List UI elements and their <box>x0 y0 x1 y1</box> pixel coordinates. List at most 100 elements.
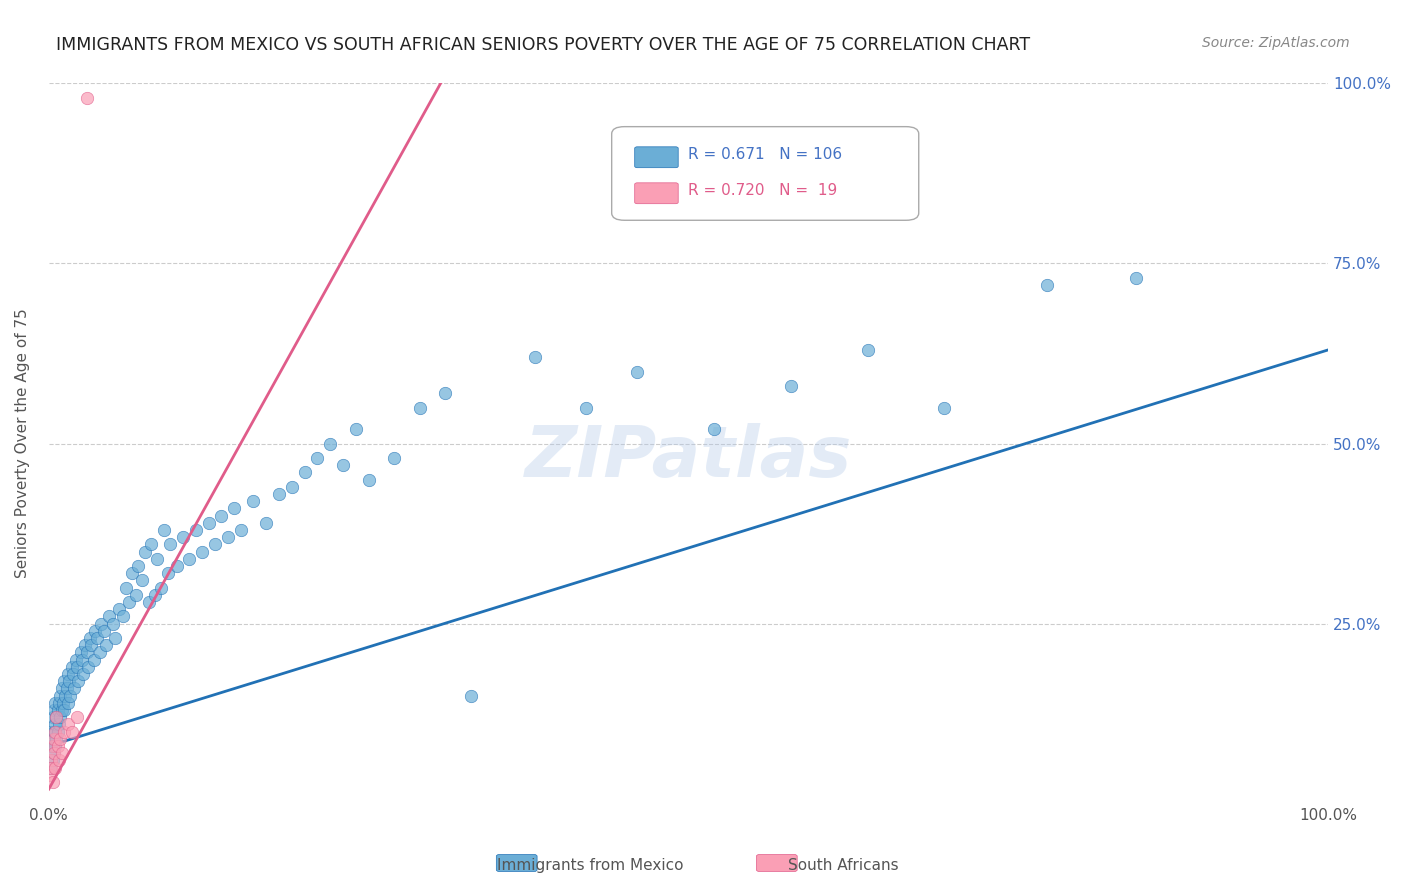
Immigrants from Mexico <box>42 746 65 760</box>
Immigrants from Mexico <box>191 544 214 558</box>
Immigrants from Mexico <box>90 616 112 631</box>
Immigrants from Mexico <box>626 364 648 378</box>
Immigrants from Mexico <box>409 401 432 415</box>
Immigrants from Mexico <box>434 386 457 401</box>
Immigrants from Mexico <box>150 581 173 595</box>
Immigrants from Mexico <box>131 574 153 588</box>
Immigrants from Mexico <box>166 558 188 573</box>
Immigrants from Mexico <box>45 731 67 746</box>
Immigrants from Mexico <box>58 674 80 689</box>
Immigrants from Mexico <box>69 645 91 659</box>
South Africans <box>56 717 79 731</box>
South Africans <box>49 731 72 746</box>
Y-axis label: Seniors Poverty Over the Age of 75: Seniors Poverty Over the Age of 75 <box>15 309 30 578</box>
Immigrants from Mexico <box>63 681 86 696</box>
Immigrants from Mexico <box>121 566 143 581</box>
Immigrants from Mexico <box>294 466 316 480</box>
South Africans <box>41 739 63 753</box>
Immigrants from Mexico <box>267 487 290 501</box>
Immigrants from Mexico <box>139 537 162 551</box>
Immigrants from Mexico <box>53 703 76 717</box>
Immigrants from Mexico <box>51 703 73 717</box>
Immigrants from Mexico <box>79 631 101 645</box>
Immigrants from Mexico <box>703 422 725 436</box>
Immigrants from Mexico <box>89 645 111 659</box>
Immigrants from Mexico <box>39 761 62 775</box>
Text: South Africans: South Africans <box>789 858 898 872</box>
Immigrants from Mexico <box>575 401 598 415</box>
Immigrants from Mexico <box>127 558 149 573</box>
Immigrants from Mexico <box>856 343 879 357</box>
Text: ZIPatlas: ZIPatlas <box>524 424 852 492</box>
Immigrants from Mexico <box>42 703 65 717</box>
Immigrants from Mexico <box>104 631 127 645</box>
South Africans <box>66 710 89 724</box>
Immigrants from Mexico <box>53 674 76 689</box>
Immigrants from Mexico <box>86 631 108 645</box>
Text: R = 0.720   N =  19: R = 0.720 N = 19 <box>689 183 838 197</box>
Immigrants from Mexico <box>80 638 103 652</box>
Immigrants from Mexico <box>96 638 118 652</box>
South Africans <box>60 724 83 739</box>
Immigrants from Mexico <box>83 624 105 638</box>
Immigrants from Mexico <box>62 667 84 681</box>
Immigrants from Mexico <box>125 588 148 602</box>
FancyBboxPatch shape <box>612 127 918 220</box>
Immigrants from Mexico <box>319 436 342 450</box>
Immigrants from Mexico <box>67 674 90 689</box>
Immigrants from Mexico <box>138 595 160 609</box>
Immigrants from Mexico <box>73 638 96 652</box>
Immigrants from Mexico <box>83 652 105 666</box>
Immigrants from Mexico <box>49 710 72 724</box>
Immigrants from Mexico <box>45 710 67 724</box>
Immigrants from Mexico <box>48 717 70 731</box>
Immigrants from Mexico <box>179 551 201 566</box>
Immigrants from Mexico <box>224 501 246 516</box>
Immigrants from Mexico <box>143 588 166 602</box>
South Africans <box>46 739 69 753</box>
Immigrants from Mexico <box>134 544 156 558</box>
Immigrants from Mexico <box>382 450 405 465</box>
Text: R = 0.671   N = 106: R = 0.671 N = 106 <box>689 146 842 161</box>
South Africans <box>76 91 98 105</box>
Immigrants from Mexico <box>254 516 277 530</box>
Immigrants from Mexico <box>172 530 194 544</box>
Immigrants from Mexico <box>111 609 134 624</box>
South Africans <box>48 753 70 767</box>
Immigrants from Mexico <box>211 508 233 523</box>
Immigrants from Mexico <box>55 681 77 696</box>
Immigrants from Mexico <box>70 652 93 666</box>
Immigrants from Mexico <box>146 551 169 566</box>
South Africans <box>53 724 76 739</box>
Immigrants from Mexico <box>56 696 79 710</box>
Immigrants from Mexico <box>159 537 181 551</box>
FancyBboxPatch shape <box>634 147 678 168</box>
Text: Source: ZipAtlas.com: Source: ZipAtlas.com <box>1202 36 1350 50</box>
Immigrants from Mexico <box>357 473 380 487</box>
Immigrants from Mexico <box>108 602 131 616</box>
South Africans <box>39 753 62 767</box>
Immigrants from Mexico <box>41 753 63 767</box>
Immigrants from Mexico <box>101 616 124 631</box>
Immigrants from Mexico <box>42 724 65 739</box>
Immigrants from Mexico <box>55 689 77 703</box>
Immigrants from Mexico <box>49 689 72 703</box>
Immigrants from Mexico <box>118 595 141 609</box>
Immigrants from Mexico <box>76 645 98 659</box>
South Africans <box>39 761 62 775</box>
Immigrants from Mexico <box>97 609 120 624</box>
Immigrants from Mexico <box>197 516 219 530</box>
Immigrants from Mexico <box>184 523 207 537</box>
Immigrants from Mexico <box>934 401 956 415</box>
Immigrants from Mexico <box>153 523 176 537</box>
Immigrants from Mexico <box>242 494 264 508</box>
Immigrants from Mexico <box>52 696 75 710</box>
Immigrants from Mexico <box>56 667 79 681</box>
South Africans <box>42 731 65 746</box>
South Africans <box>44 724 66 739</box>
FancyBboxPatch shape <box>634 183 678 203</box>
South Africans <box>51 746 73 760</box>
Immigrants from Mexico <box>332 458 354 472</box>
Immigrants from Mexico <box>344 422 367 436</box>
Immigrants from Mexico <box>44 696 66 710</box>
